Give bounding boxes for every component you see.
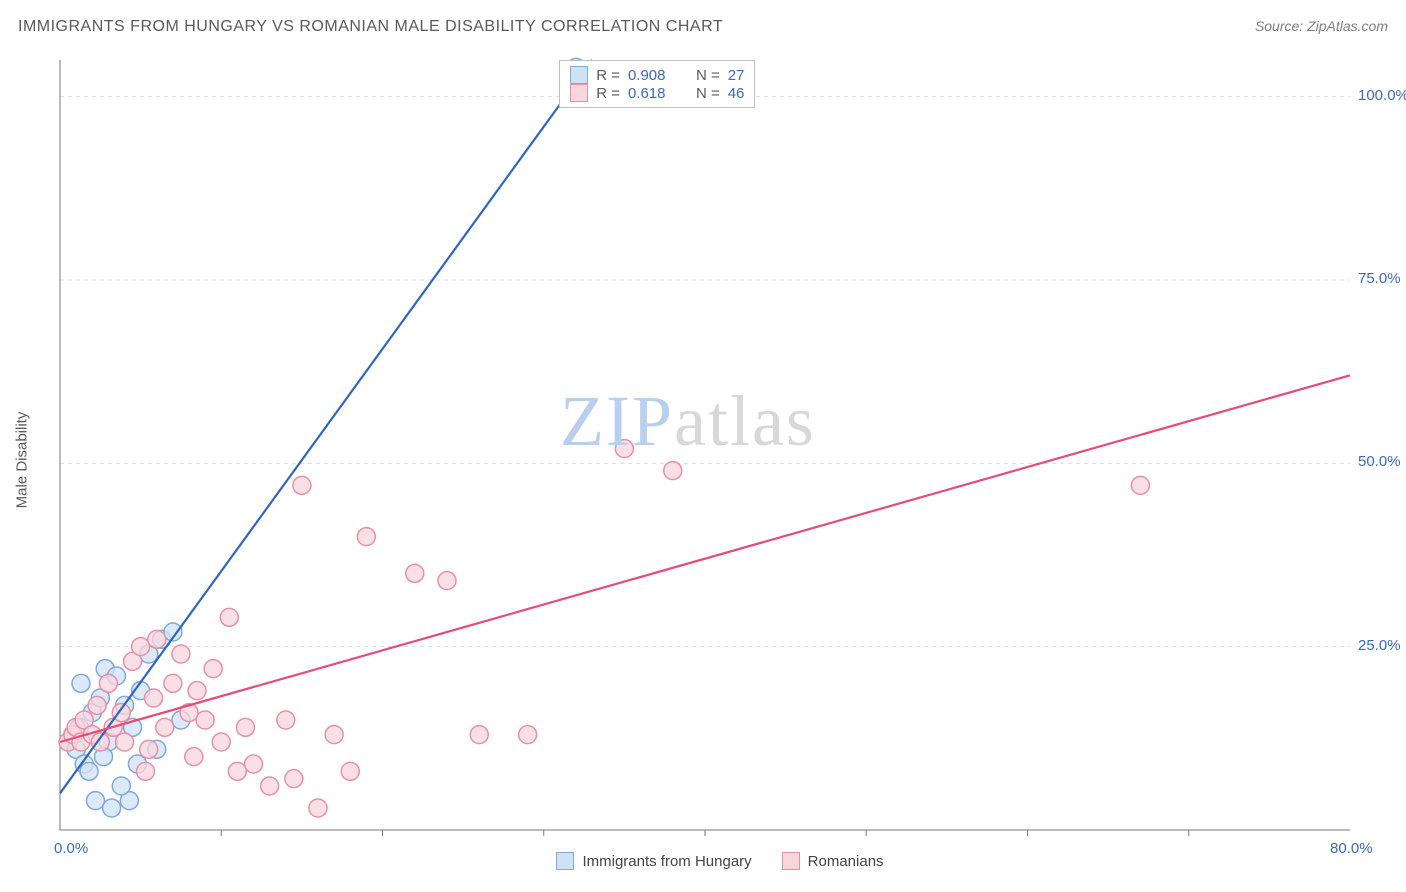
legend-n-label: N = <box>696 85 720 102</box>
y-axis-label: Male Disability <box>14 412 31 509</box>
series-legend-item-romanians: Romanians <box>782 852 884 870</box>
legend-swatch-hungary <box>570 66 588 84</box>
y-tick-label: 25.0% <box>1358 637 1380 654</box>
legend-r-label: R = <box>596 85 620 102</box>
chart-title: IMMIGRANTS FROM HUNGARY VS ROMANIAN MALE… <box>18 18 723 36</box>
correlation-legend: R = 0.908 N = 27 R = 0.618 N = 46 <box>559 60 755 108</box>
series-legend-item-hungary: Immigrants from Hungary <box>556 852 751 870</box>
scatter-chart-svg <box>50 50 1390 870</box>
series-legend-label: Immigrants from Hungary <box>582 853 751 870</box>
series-legend: Immigrants from Hungary Romanians <box>50 852 1390 870</box>
legend-swatch-hungary <box>556 852 574 870</box>
series-legend-label: Romanians <box>808 853 884 870</box>
legend-r-value: 0.618 <box>628 85 678 102</box>
legend-n-value: 27 <box>728 67 745 84</box>
chart-plot-area: Male Disability ZIPatlas R =0.908N =27R … <box>50 50 1390 870</box>
x-tick-label: 80.0% <box>1330 840 1373 857</box>
legend-n-label: N = <box>696 67 720 84</box>
legend-row-romanians: R = 0.618 N = 46 <box>570 84 744 102</box>
legend-r-label: R = <box>596 67 620 84</box>
legend-swatch-romanians <box>782 852 800 870</box>
legend-r-value: 0.908 <box>628 67 678 84</box>
x-tick-label: 0.0% <box>54 840 88 857</box>
y-tick-label: 75.0% <box>1358 270 1380 287</box>
y-tick-label: 50.0% <box>1358 453 1380 470</box>
y-tick-label: 100.0% <box>1358 87 1380 104</box>
legend-swatch-romanians <box>570 84 588 102</box>
source-attribution: Source: ZipAtlas.com <box>1255 18 1388 34</box>
legend-row-hungary: R = 0.908 N = 27 <box>570 66 744 84</box>
legend-n-value: 46 <box>728 85 745 102</box>
